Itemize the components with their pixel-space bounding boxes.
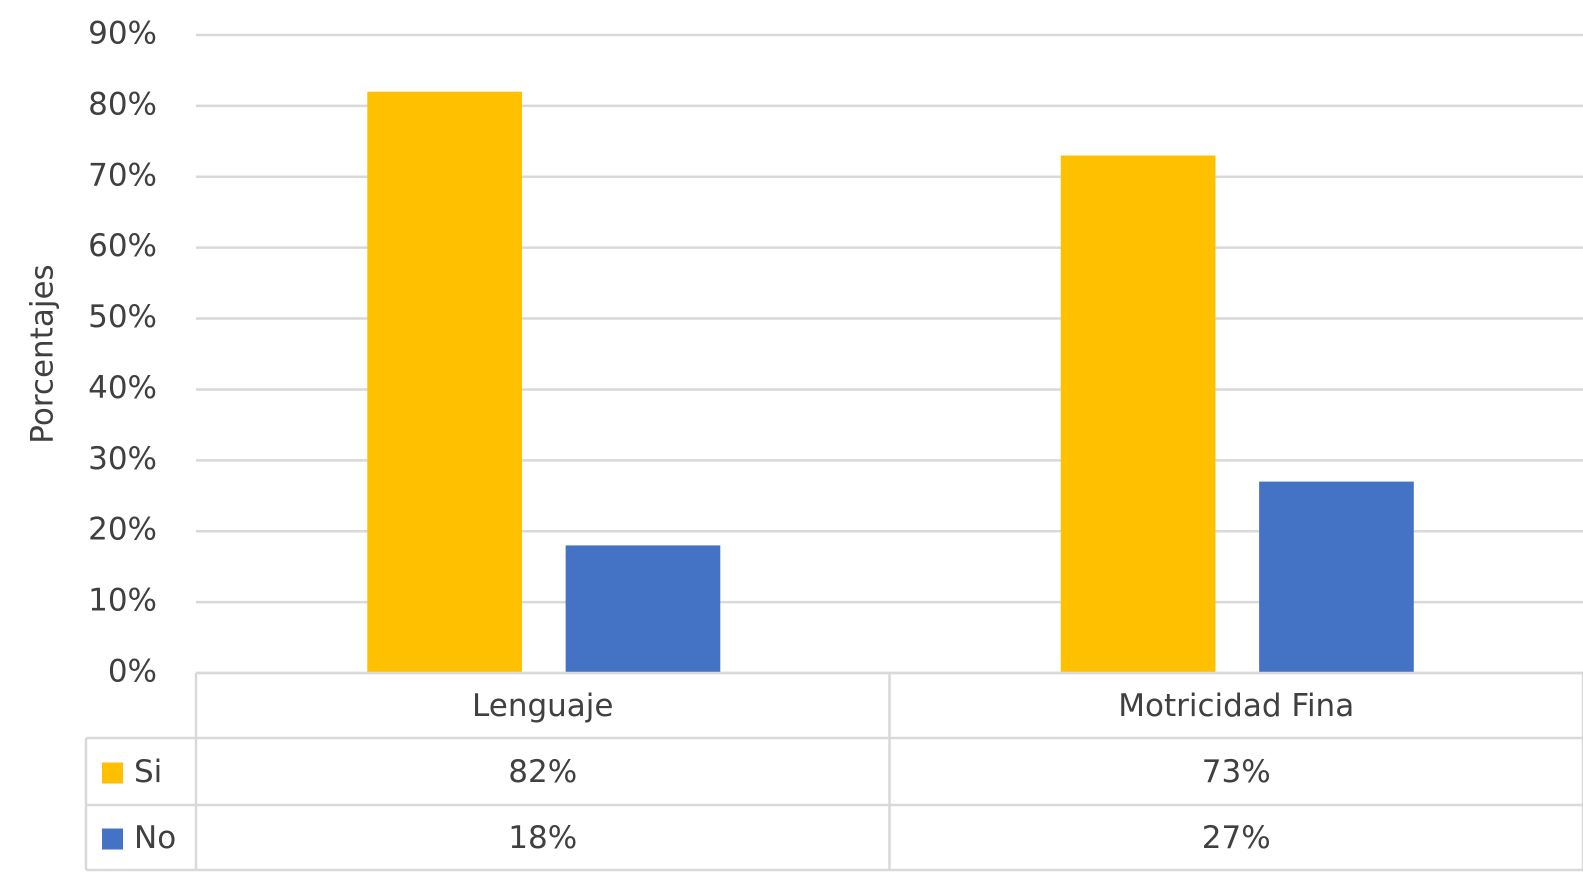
y-tick-label: 70% <box>88 157 157 193</box>
x-tick-label: Motricidad Fina <box>1118 688 1354 724</box>
data-label: 27% <box>1202 820 1271 856</box>
data-label: 73% <box>1202 754 1271 790</box>
bar <box>1060 155 1216 673</box>
bar <box>1259 481 1414 673</box>
data-label: 18% <box>508 820 577 856</box>
bar <box>367 91 522 673</box>
y-axis-label: Porcentajes <box>25 264 61 443</box>
x-tick-label: Lenguaje <box>472 688 613 724</box>
y-tick-label: 30% <box>88 441 157 477</box>
y-tick-label: 50% <box>88 299 157 335</box>
y-tick-label: 90% <box>88 16 157 52</box>
y-tick-label: 0% <box>108 654 157 690</box>
y-tick-label: 10% <box>88 583 157 619</box>
legend-label: Si <box>134 754 162 790</box>
data-label: 82% <box>508 754 577 790</box>
legend-label: No <box>134 820 176 856</box>
legend-swatch <box>102 828 123 850</box>
y-tick-label: 60% <box>88 228 157 264</box>
y-tick-label: 80% <box>88 86 157 122</box>
y-tick-label: 40% <box>88 370 157 406</box>
y-tick-label: 20% <box>88 512 157 548</box>
legend-swatch <box>102 762 123 784</box>
bar <box>565 545 721 673</box>
